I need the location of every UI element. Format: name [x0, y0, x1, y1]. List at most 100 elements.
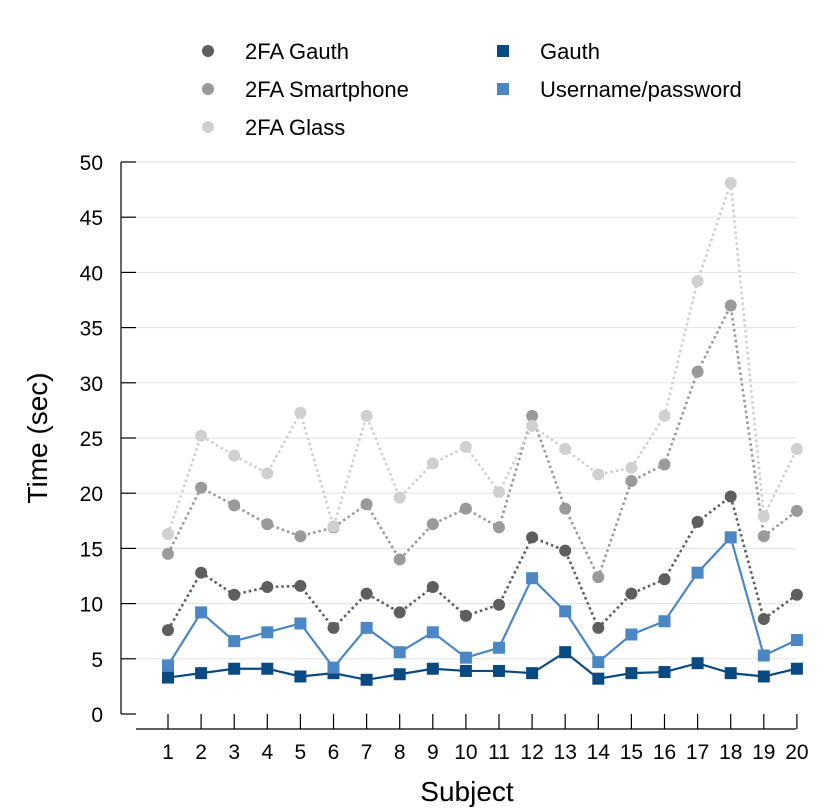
y-axis-label: Time (sec) [22, 372, 53, 503]
x-tick-label: 5 [295, 741, 307, 764]
data-point [658, 573, 671, 586]
series-line [166, 301, 798, 581]
data-point [261, 581, 274, 594]
series-line [166, 182, 799, 535]
data-point [691, 515, 704, 528]
data-point [757, 530, 770, 543]
data-point [658, 615, 671, 628]
data-point [493, 486, 505, 499]
data-point [559, 646, 572, 659]
data-point [724, 531, 737, 544]
x-tick-label: 17 [686, 741, 709, 764]
data-point [790, 588, 803, 601]
data-point [162, 659, 174, 672]
data-point [261, 467, 274, 480]
series-2fa-smartphone [162, 299, 803, 584]
legend-item: 2FA Glass [202, 115, 345, 140]
data-point [195, 606, 208, 619]
data-point [393, 606, 406, 619]
data-point [724, 299, 737, 312]
series-line [166, 494, 798, 631]
y-tick-label: 40 [80, 262, 103, 285]
data-point [592, 571, 605, 584]
data-point [658, 666, 671, 679]
legend-marker [202, 121, 214, 133]
data-point [327, 621, 340, 634]
data-point [294, 530, 307, 543]
y-tick-label: 5 [91, 649, 103, 672]
data-point [195, 429, 208, 442]
legend-item: Username/password [497, 77, 742, 102]
y-tick-label: 10 [80, 594, 103, 617]
series-layer [162, 176, 803, 686]
x-tick-label: 12 [520, 741, 543, 764]
data-point [526, 667, 539, 680]
data-point [393, 491, 406, 504]
data-point [592, 672, 605, 685]
x-tick-label: 14 [587, 741, 611, 764]
data-point [625, 587, 638, 600]
y-tick-label: 15 [80, 538, 103, 561]
data-point [426, 457, 439, 470]
data-point [658, 458, 671, 471]
data-point [162, 528, 174, 541]
data-point [691, 657, 704, 670]
data-point [228, 635, 241, 648]
series-2fa-gauth [162, 490, 803, 637]
y-tick-label: 20 [80, 483, 103, 506]
data-point [294, 579, 307, 592]
x-tick-label: 19 [752, 741, 775, 764]
y-tick-label: 30 [80, 373, 103, 396]
y-tick-label: 50 [80, 152, 103, 175]
series-gauth [162, 646, 803, 686]
data-point [757, 670, 770, 683]
x-tick-label: 20 [785, 741, 808, 764]
data-point [228, 499, 241, 512]
legend: 2FA Gauth 2FA Smartphone 2FA Glass Gauth Use… [202, 39, 742, 140]
data-point [691, 365, 704, 378]
data-point [724, 667, 737, 680]
data-point [625, 461, 638, 474]
data-point [658, 409, 671, 422]
y-tick-label: 25 [80, 428, 103, 451]
x-tick-label: 15 [620, 741, 643, 764]
data-point [162, 671, 174, 684]
data-point [426, 662, 439, 675]
x-tick-label: 6 [328, 741, 340, 764]
legend-label: 2FA Smartphone [245, 77, 409, 102]
data-point [559, 605, 572, 618]
data-point [493, 598, 505, 611]
grid-lines [136, 161, 796, 660]
data-point [261, 518, 274, 531]
data-point [757, 649, 770, 662]
data-point [261, 626, 274, 639]
data-point [790, 662, 803, 675]
data-point [195, 667, 208, 680]
data-point [360, 587, 373, 600]
data-point [592, 621, 605, 634]
data-point [294, 406, 307, 419]
data-point [228, 449, 241, 462]
data-point [459, 440, 472, 453]
data-point [162, 547, 174, 560]
x-tick-label: 18 [719, 741, 742, 764]
data-point [195, 566, 208, 579]
legend-label: Username/password [540, 77, 742, 102]
data-point [592, 468, 605, 481]
y-tick-label: 0 [91, 704, 103, 727]
data-point [426, 626, 439, 639]
data-point [459, 609, 472, 622]
legend-marker [202, 45, 214, 57]
data-point [228, 588, 241, 601]
data-point [426, 581, 439, 594]
x-tick-label: 1 [162, 741, 174, 764]
legend-item: Gauth [497, 39, 600, 64]
x-tick-label: 8 [394, 741, 406, 764]
data-point [592, 656, 605, 669]
data-point [195, 481, 208, 494]
data-point [393, 553, 406, 566]
y-tick-label: 45 [80, 207, 103, 230]
data-point [493, 521, 505, 534]
data-point [360, 498, 373, 511]
